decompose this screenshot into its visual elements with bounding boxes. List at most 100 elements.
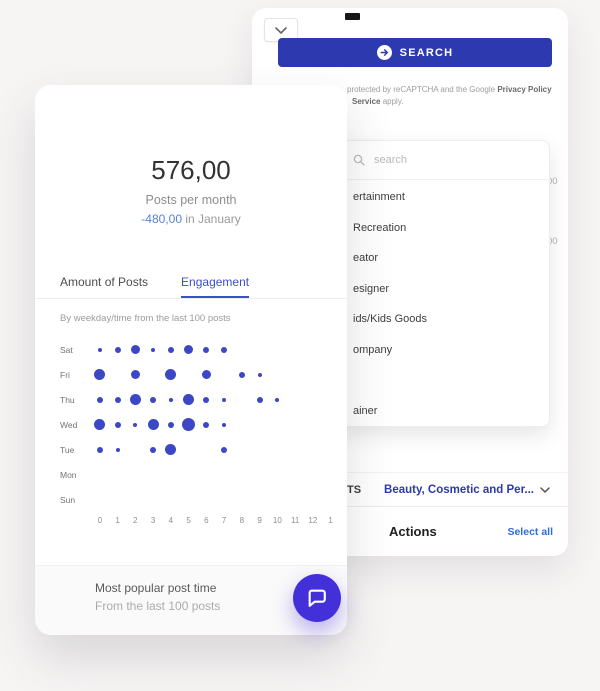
chart-caption: By weekday/time from the last 100 posts [60,313,231,324]
chart-row-label: Sun [60,494,76,505]
bubble-dot [222,397,227,402]
bubble-dot [256,396,263,403]
category-select[interactable]: Beauty, Cosmetic and Per... [384,484,550,496]
recaptcha-text-line1: protected by reCAPTCHA and the Google Pr… [347,85,552,94]
axis-tick-label: 11 [290,516,300,525]
bubble-dot [151,347,156,352]
arrow-circle-icon [376,45,392,60]
bubble-dot [183,394,195,405]
axis-tick-label: 9 [257,516,262,525]
bubble-dot [97,347,102,352]
dropdown-item[interactable]: esigner [353,282,390,295]
axis-tick-label: 10 [272,516,282,525]
bubble-dot [130,370,140,379]
chart-row: Sat [60,337,347,362]
stats-card: 576,00 Posts per month -480,00 in Januar… [35,85,347,635]
bubble-dot [184,345,194,354]
chart-row-label: Fri [60,369,70,380]
chart-row-label: Mon [60,469,77,480]
axis-tick-label: 3 [150,516,156,525]
chart-row-label: Wed [60,419,78,430]
chart-row: Mon [60,462,347,487]
magnifier-icon [353,154,365,166]
bubble-dot [221,446,228,453]
dropdown-search[interactable] [338,141,549,180]
dropdown-item[interactable]: ainer [353,404,378,417]
tab-engagement[interactable]: Engagement [181,268,250,298]
posts-stat-block: 576,00 Posts per month -480,00 in Januar… [35,155,347,226]
chart-row: Wed [60,412,347,437]
bubble-dot [275,397,280,402]
bubble-dot [129,394,141,405]
bubble-dot [94,369,106,380]
chevron-down-icon [540,486,550,493]
bubble-dot [115,447,120,452]
terms-of-service-link[interactable]: Service [352,97,381,106]
axis-tick-label: 1 [115,516,120,525]
bubble-dot [203,346,210,353]
axis-tick-label: 6 [204,516,209,525]
bubble-dot [150,446,157,453]
card-footer: Most popular post time From the last 100… [35,565,347,635]
footer-subtitle: From the last 100 posts [95,599,221,613]
bubble-dot [96,446,103,453]
axis-tick-label: 7 [221,516,227,525]
bubble-dot [203,396,210,403]
posts-per-month-value: 576,00 [151,155,231,185]
axis-tick-label: 0 [97,516,103,525]
search-button[interactable]: SEARCH [278,38,552,67]
bubble-dot [257,372,262,377]
chat-fab[interactable] [293,574,341,622]
chart-row-label: Thu [60,394,75,405]
dropdown-item[interactable] [338,365,549,396]
bubble-dot [114,346,121,353]
bubble-dot [147,419,159,430]
search-button-label: SEARCH [399,46,454,59]
actions-header: Actions [389,524,437,539]
chart-row: Thu [60,387,347,412]
bubble-dot [221,346,228,353]
tab-amount-of-posts[interactable]: Amount of Posts [60,275,149,289]
bubble-dot [182,418,196,431]
bubble-dot [114,396,121,403]
category-filter-row: TS Beauty, Cosmetic and Per... [252,472,568,506]
dropdown-list: ertainment Recreation eator esigner ids/Kids… [338,180,549,426]
axis-tick-label: 12 [308,516,318,525]
bubble-chart: Sat Fri Thu Wed Tue Mon Sun 0 1 2 3 4 5 6 7 8 9 10 11 12 1 [60,337,347,526]
dropdown-search-input[interactable] [372,153,537,167]
bubble-dot [96,396,103,403]
bubble-dot [165,369,177,380]
footer-title: Most popular post time [95,581,217,595]
chart-row: Sun [60,487,347,512]
axis-tick-label: 4 [168,516,174,525]
dropdown-item[interactable]: Recreation [353,221,407,234]
dropdown-item[interactable]: ompany [353,343,393,356]
select-all-link[interactable]: Select all [507,525,553,538]
dropdown-item[interactable]: ertainment [353,191,405,204]
privacy-policy-link[interactable]: Privacy Policy [497,85,552,94]
bubble-dot [114,421,121,428]
chevron-down-icon [275,26,287,34]
clipped-count: 00 [547,176,558,187]
axis-tick-label: 1 [328,516,333,525]
bubble-dot [167,346,174,353]
chart-x-axis: 0 1 2 3 4 5 6 7 8 9 10 11 12 1 [91,516,347,525]
delta-value: -480,00 [141,212,182,226]
category-dropdown: ertainment Recreation eator esigner ids/Kids… [337,140,550,427]
dropdown-item[interactable]: eator [353,252,379,265]
bubble-dot [133,422,138,427]
bubble-dot [168,397,173,402]
bubble-dot [167,421,174,428]
stats-tabs: Amount of Posts Engagement [35,268,347,299]
bubble-dot [150,396,157,403]
recaptcha-text-line2: Service apply. [352,97,404,106]
chat-bubble-icon [306,587,328,609]
chart-row: Tue [60,437,347,462]
bubble-dot [201,370,211,379]
bubble-dot [130,345,140,354]
bubble-dot [238,371,245,378]
dropdown-item[interactable]: ids/Kids Goods [353,313,427,326]
clipped-posts-label: TS [347,483,362,496]
chart-row-label: Tue [60,444,75,455]
